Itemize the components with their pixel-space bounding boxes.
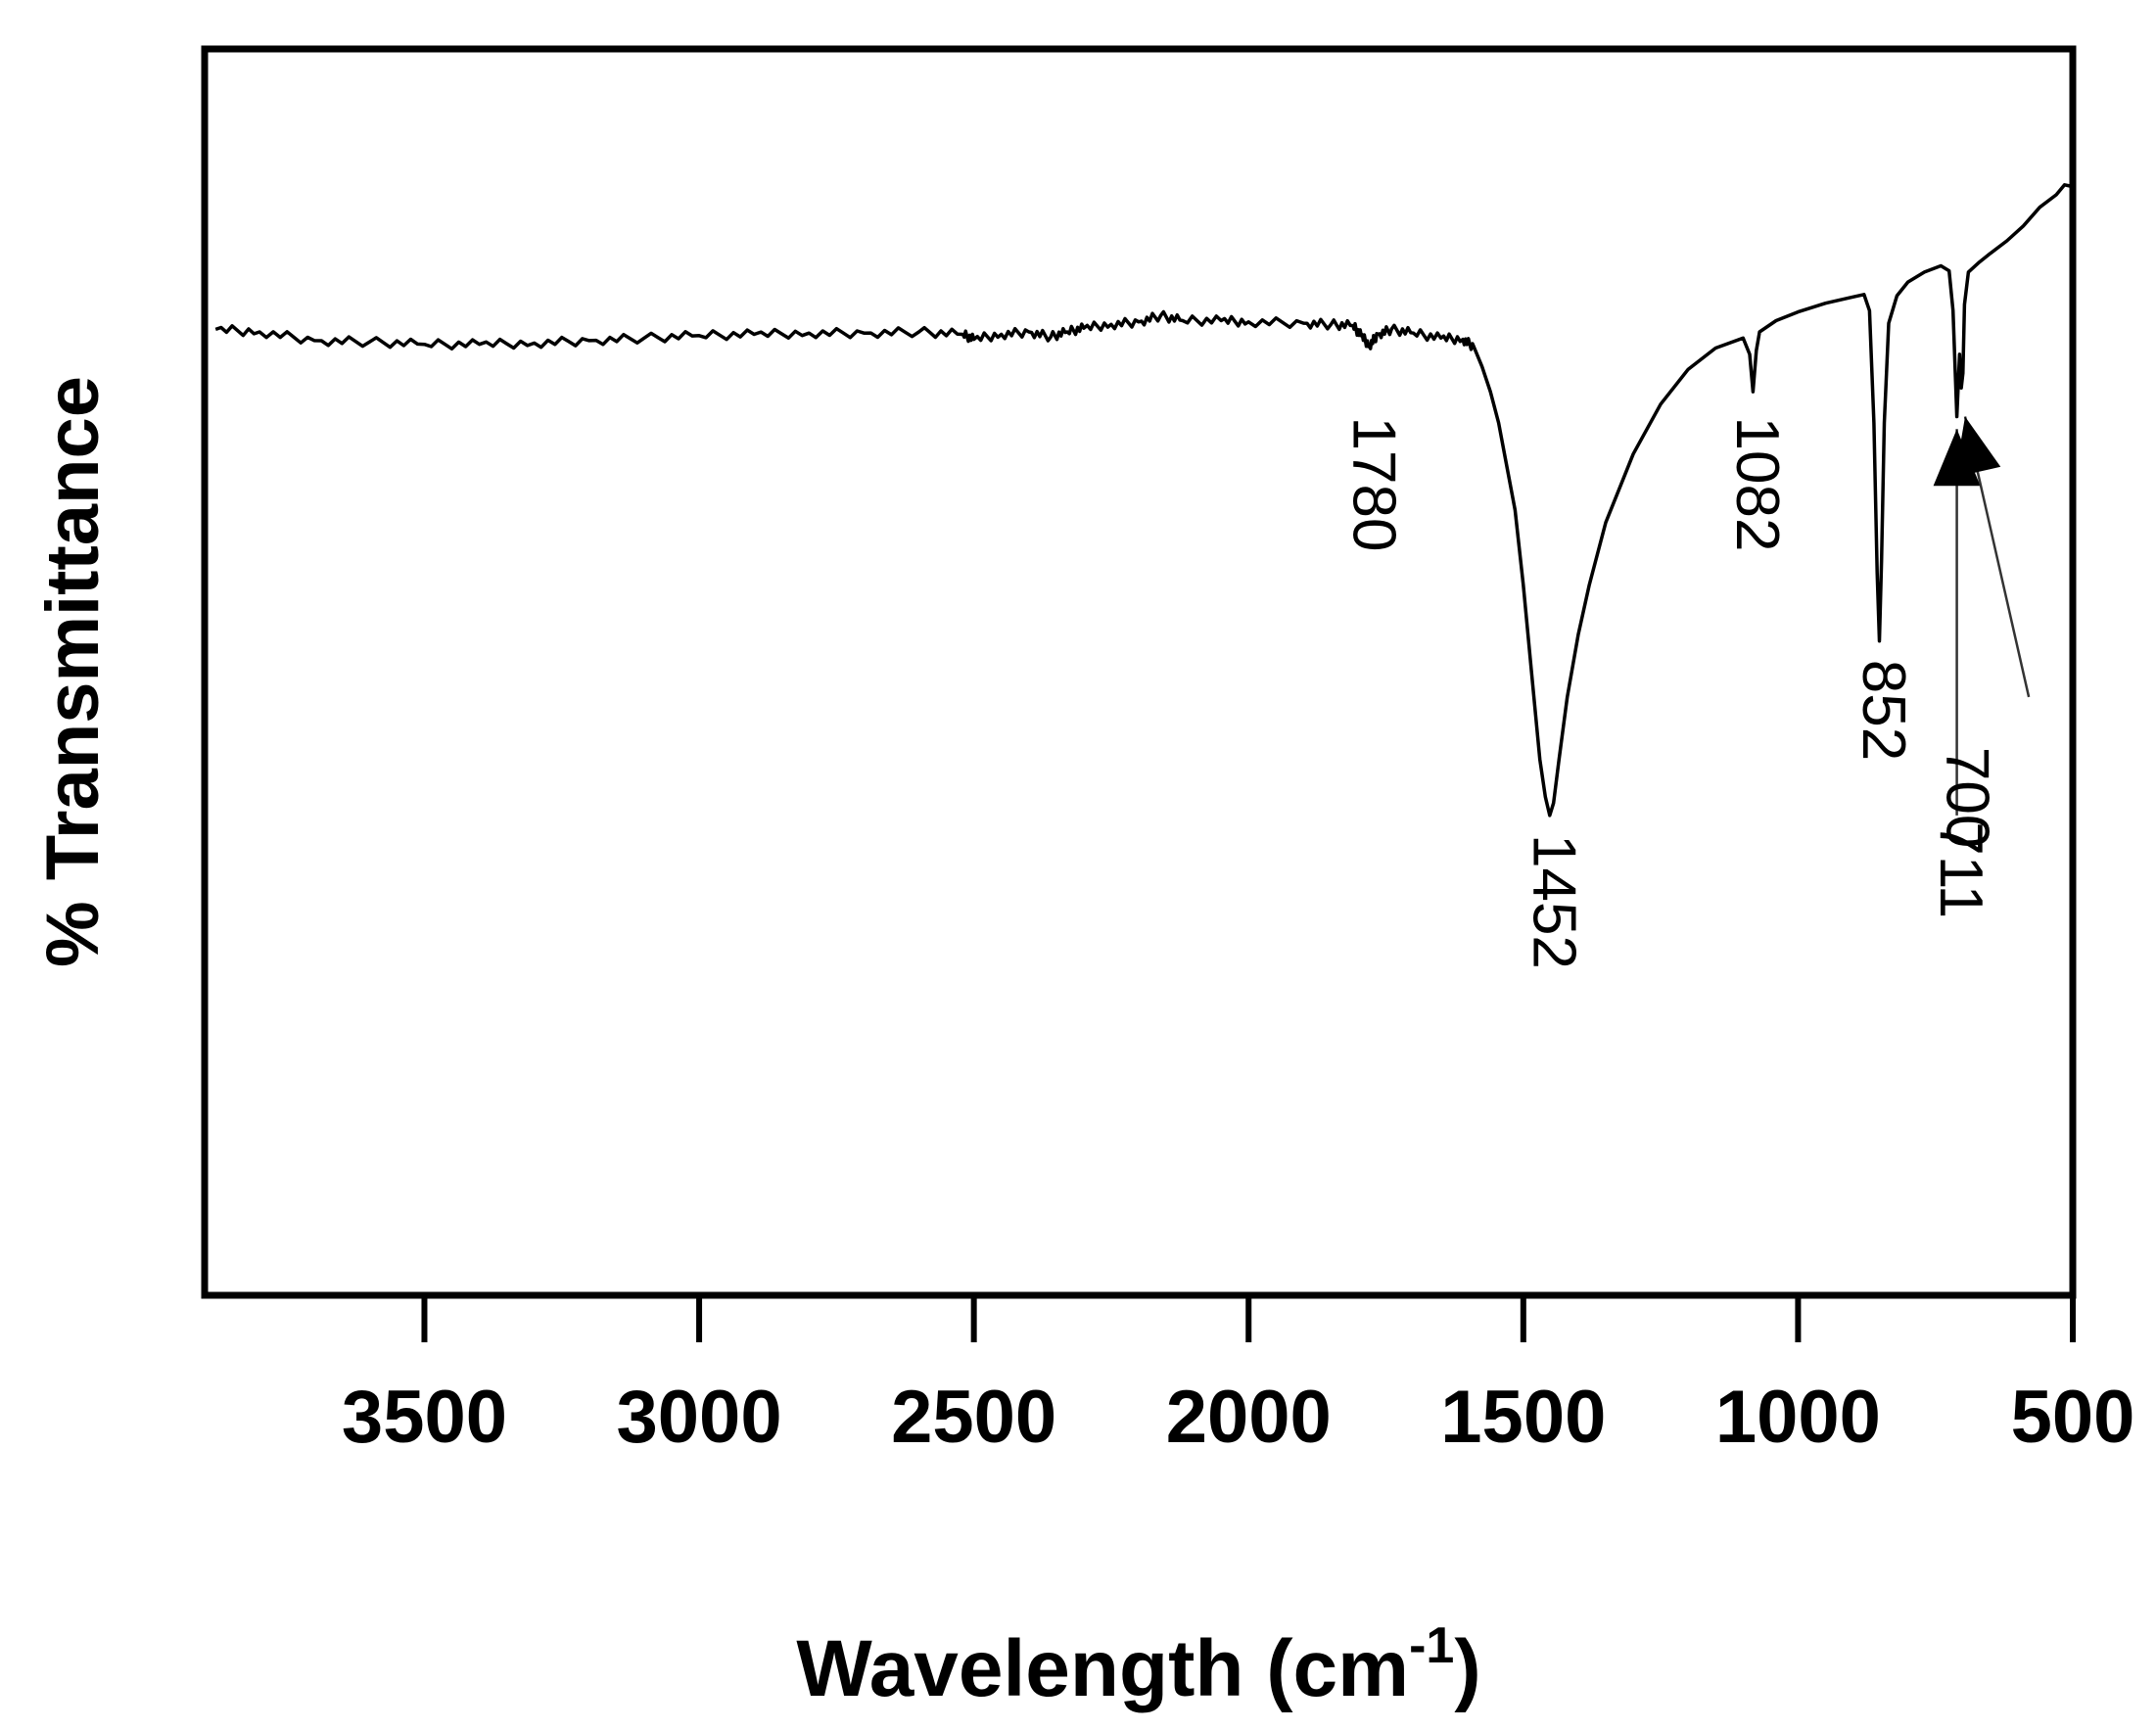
x-axis-tick-labels: 3500 3000 2500 2000 1500 1000 500 [342,1376,2134,1459]
peak-label-1780: 1780 [1339,417,1407,552]
arrow-head-700 [1954,416,2001,478]
x-tick-label-500: 500 [2011,1376,2135,1459]
spectrum-line [214,183,2071,818]
x-tick-label-1500: 1500 [1440,1376,1606,1459]
x-tick-label-1000: 1000 [1715,1376,1881,1459]
y-axis-title: % Transmittance [31,376,115,967]
x-tick-label-3000: 3000 [617,1376,782,1459]
peak-label-1082: 1082 [1723,417,1791,552]
peak-label-711: 711 [1927,821,1994,918]
peak-arrows [1933,416,2031,816]
x-tick-label-3500: 3500 [342,1376,507,1459]
peak-label-1452: 1452 [1520,834,1587,969]
x-axis-title: Wavelength (cm-1) [796,1617,1480,1713]
peak-label-700: 700 [1933,747,2000,848]
x-tick-label-2500: 2500 [891,1376,1056,1459]
x-tick-label-2000: 2000 [1166,1376,1332,1459]
x-axis-ticks [421,1295,2076,1342]
plot-frame [201,45,2077,1299]
peak-label-852: 852 [1850,660,1917,761]
